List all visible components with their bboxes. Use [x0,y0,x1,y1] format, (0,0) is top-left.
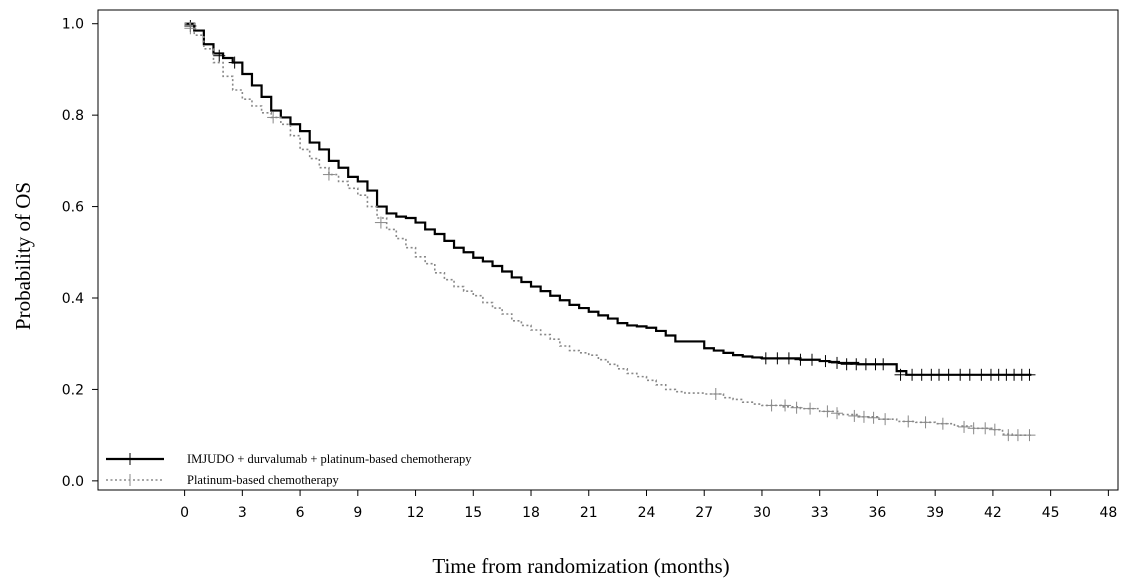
x-tick-label: 33 [811,505,829,521]
y-tick-label: 0.4 [62,291,84,307]
censor-mark [184,22,197,35]
y-tick-label: 0.0 [62,474,84,490]
legend-label: IMJUDO + durvalumab + platinum-based che… [187,452,472,466]
x-tick-label: 12 [407,505,425,521]
censor-mark [267,111,280,124]
legend-item: IMJUDO + durvalumab + platinum-based che… [106,452,472,466]
y-axis-title: Probability of OS [11,182,35,330]
censor-mark [1011,429,1024,442]
censor-mark [213,49,226,62]
censor-mark [790,401,803,414]
x-tick-label: 39 [926,505,944,521]
km-curve-series-1 [184,22,1032,436]
censor-mark [228,56,241,69]
x-tick-label: 21 [580,505,598,521]
censor-mark [1023,429,1036,442]
censor-mark [936,417,949,430]
censor-mark [967,422,980,435]
x-tick-label: 15 [464,505,482,521]
censor-mark [374,216,387,229]
censor-mark [819,355,832,368]
censor-mark [759,352,772,365]
curves [184,20,1036,442]
x-axis-title: Time from randomization (months) [432,554,729,578]
x-tick-label: 9 [353,505,362,521]
km-curve-series-0 [184,22,1032,376]
x-tick-label: 45 [1042,505,1060,521]
legend-item: Platinum-based chemotherapy [106,473,339,487]
x-tick-label: 18 [522,505,540,521]
y-tick-label: 0.6 [62,200,84,216]
x-tick-label: 48 [1099,505,1117,521]
censor-mark [942,368,955,381]
x-tick-label: 24 [638,505,656,521]
x-tick-label: 6 [296,505,305,521]
censor-mark [782,352,795,365]
censor-mark [902,415,915,428]
censor-mark [709,388,722,400]
censor-mark [848,409,861,422]
x-tick-label: 27 [695,505,713,521]
x-axis: 0 3 6 9 12 15 18 21 24 27 30 33 36 39 42 45 48 [180,490,1117,521]
censor-mark [867,411,880,424]
x-tick-label: 30 [753,505,771,521]
censor-mark [877,358,890,371]
censor-mark [919,416,932,429]
censor-mark [958,420,971,433]
legend: IMJUDO + durvalumab + platinum-based che… [106,452,472,487]
x-tick-label: 42 [984,505,1002,521]
x-tick-label: 3 [238,505,247,521]
censor-mark [804,402,817,415]
y-tick-label: 1.0 [62,17,84,33]
y-tick-label: 0.8 [62,108,84,124]
censor-mark [979,422,992,435]
censor-mark [831,407,844,420]
censor-mark [879,413,892,426]
x-tick-label: 36 [869,505,887,521]
censor-mark [894,368,907,381]
censor-mark [821,405,834,418]
x-tick-label: 0 [180,505,189,521]
plot-frame [97,9,1119,491]
censor-mark [779,399,792,412]
censor-mark [765,399,778,412]
censor-mark [1023,368,1036,381]
y-tick-label: 0.2 [62,382,84,398]
censor-mark [831,356,844,369]
censor-mark [794,353,807,366]
censor-mark [322,168,335,181]
censor-mark [771,352,784,365]
censor-mark [857,410,870,423]
legend-label: Platinum-based chemotherapy [187,473,339,487]
censor-mark [963,368,976,381]
censor-mark [988,423,1001,436]
y-axis: 0.0 0.2 0.4 0.6 0.8 1.0 [62,17,98,490]
censor-mark [806,353,818,366]
